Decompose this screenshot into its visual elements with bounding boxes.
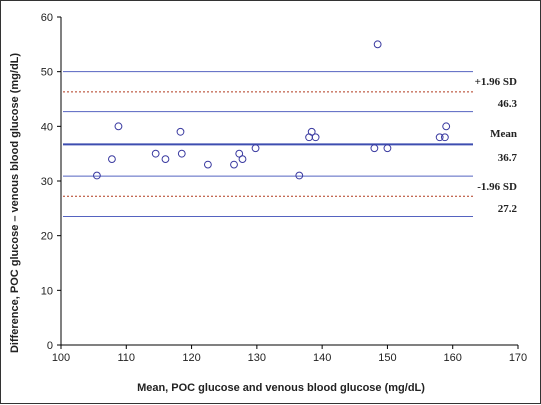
x-tick-label: 100: [52, 352, 70, 364]
data-point: [440, 133, 449, 142]
x-tick-label: 130: [248, 352, 266, 364]
data-point: [93, 171, 101, 180]
data-point: [114, 122, 123, 131]
x-tick-label: 110: [118, 352, 136, 364]
tick-labels: 100 110 120 130 140 150 160 170 0 10 20 30 40 50 60: [41, 12, 527, 364]
data-point: [307, 127, 316, 136]
y-tick-label: 40: [41, 121, 53, 133]
data-point: [203, 160, 212, 169]
axes: [60, 17, 518, 346]
x-tick-label: 170: [509, 352, 527, 364]
y-tick-label: 60: [41, 12, 53, 24]
data-point: [230, 160, 238, 169]
data-point: [373, 40, 382, 49]
upper-loa-value: 46.3: [498, 98, 518, 110]
y-tick-label: 10: [41, 285, 53, 297]
data-point: [370, 144, 379, 153]
lower-loa-value: 27.2: [498, 203, 518, 215]
data-point: [295, 171, 304, 180]
data-point: [161, 155, 170, 164]
data-point: [383, 144, 392, 153]
annotations: +1.96 SD 46.3 Mean 36.7 -1.96 SD 27.2: [475, 76, 518, 215]
y-tick-label: 20: [41, 231, 53, 243]
data-point: [177, 149, 186, 158]
x-tick-label: 160: [444, 352, 462, 364]
x-tick-label: 140: [313, 352, 331, 364]
data-point: [176, 127, 185, 136]
data-points: [93, 40, 451, 180]
reference-lines: [63, 71, 473, 346]
data-point: [311, 133, 320, 142]
mean-label: Mean: [490, 128, 517, 140]
upper-loa-label: +1.96 SD: [475, 76, 517, 88]
data-point: [151, 149, 160, 158]
mean-value: 36.7: [498, 152, 518, 164]
x-axis-title: Mean, POC glucose and venous blood gluco…: [137, 382, 425, 394]
y-tick-label: 0: [47, 340, 53, 352]
y-axis-title: Difference, POC glucose – venous blood g…: [9, 53, 21, 353]
data-point: [442, 122, 451, 131]
data-point: [238, 155, 247, 164]
y-tick-label: 50: [41, 67, 53, 79]
x-tick-label: 120: [182, 352, 200, 364]
data-point: [108, 155, 116, 164]
y-tick-label: 30: [41, 176, 53, 188]
data-point: [435, 133, 444, 142]
data-point: [251, 144, 260, 153]
x-tick-label: 150: [378, 352, 396, 364]
lower-loa-label: -1.96 SD: [477, 181, 517, 193]
